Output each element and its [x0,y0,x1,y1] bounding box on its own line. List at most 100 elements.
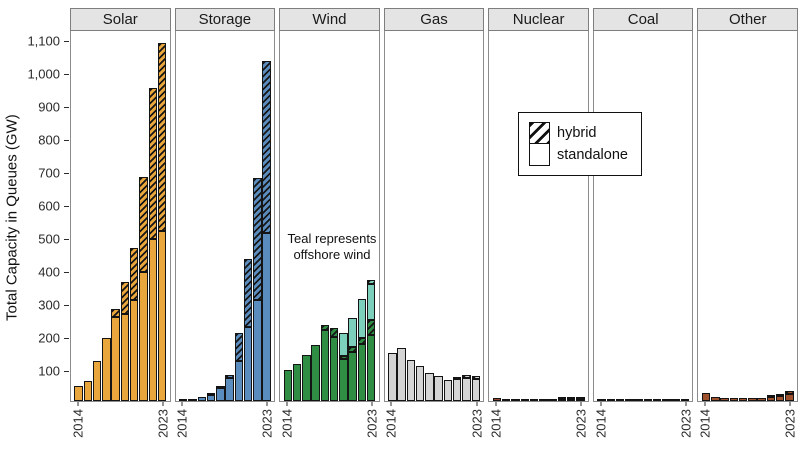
legend-item-hybrid: hybrid [529,122,631,144]
bar-segment-standalone [348,352,357,402]
bar-segment-standalone [766,397,776,402]
bar-wind-2017 [311,344,320,402]
bar-other-2018 [738,398,748,402]
bar-segment-standalone [120,313,130,402]
bar-segment-standalone [511,399,520,402]
bar-segment-standalone [129,300,139,402]
bar-segment-standalone [576,399,585,402]
bar-segment-standalone [711,396,720,402]
bar-segment-standalone [339,358,348,402]
y-tick-label: 1,000 [27,66,60,82]
bar-gas-2023 [471,376,480,402]
bar-segment-standalone [606,399,616,402]
bar-segment-standalone [111,316,120,402]
y-tick-label: 900 [38,99,60,115]
y-tick-mark [64,337,69,339]
bar-segment-standalone [83,381,93,402]
bar-gas-2020 [443,379,453,402]
bar-other-2017 [729,397,739,402]
bar-gas-2021 [452,377,462,402]
bar-coal-2020 [652,399,662,402]
y-tick-mark [64,172,69,174]
x-tick-mark [704,402,706,407]
x-tick-mark [495,402,497,407]
bar-segment-hybrid [329,328,339,337]
bar-storage-2018 [216,385,225,402]
bar-segment-hybrid [566,397,576,400]
bar-wind-2021 [348,318,357,402]
x-tick-label-2023: 2023 [573,409,589,439]
y-tick-label: 200 [38,330,60,346]
facet-wind: Wind 2014 2023 [279,8,380,444]
y-tick-mark [64,106,69,108]
bar-gas-2015 [397,348,406,402]
bar-segment-hybrid [357,338,367,345]
bar-other-2016 [720,397,729,402]
bar-segment-standalone [320,330,330,402]
legend-item-standalone: standalone [529,144,631,166]
facet-storage: Storage 2014 2023 [174,8,276,444]
bar-segment-standalone [720,397,729,402]
bar-segment-standalone [566,399,576,402]
facet-panel-body [488,30,589,403]
x-tick-mark [266,402,268,407]
x-tick-label-2014: 2014 [697,409,713,439]
facet-coal: Coal 2014 2023 [592,8,694,444]
bar-segment-standalone [292,364,302,402]
hybrid-swatch-icon [529,122,550,144]
bar-segment-standalone [701,392,711,402]
bar-storage-2022 [253,178,262,402]
facet-panel-body [697,30,799,403]
bar-other-2023 [785,391,794,402]
bar-coal-2015 [606,399,616,402]
x-tick-label-2014: 2014 [70,409,86,439]
y-axis-title: Total Capacity in Queues (GW) [3,114,21,321]
bar-segment-hybrid [339,355,348,359]
y-tick-mark [64,205,69,207]
bar-segment-standalone [501,399,511,402]
bar-segment-hybrid [471,376,480,379]
bar-segment-hybrid [348,347,357,353]
bar-storage-2020 [234,333,244,402]
bar-nuclear-2014 [492,398,502,402]
bar-segment-standalone [397,348,406,402]
bar-segment-hybrid [225,374,234,378]
bar-segment-hybrid [216,385,225,388]
legend-label: hybrid [557,125,597,141]
y-tick-mark [64,139,69,141]
x-tick-label-2014: 2014 [174,409,190,439]
bar-segment-standalone [102,338,111,402]
bar-segment-hybrid [557,397,567,400]
bar-segment-standalone [148,239,157,402]
x-tick-label-2023: 2023 [469,409,485,439]
bar-storage-2014 [178,399,188,402]
bar-solar-2018 [111,308,120,402]
bar-solar-2020 [129,247,139,402]
bar-wind-2018 [320,324,330,402]
bar-segment-hybrid [243,259,253,327]
x-tick-mark [181,402,183,407]
bar-coal-2014 [597,399,606,402]
x-tick-mark [476,402,478,407]
bar-segment-hybrid [234,333,244,362]
facet-panel-body [383,30,485,403]
bar-gas-2017 [415,366,425,402]
x-tick-mark [789,402,791,407]
bar-storage-2023 [262,61,271,402]
bar-segment-standalone [492,398,502,402]
y-tick-label: 400 [38,264,60,280]
bar-segment-hybrid [576,397,585,400]
bar-segment-standalone [329,336,339,402]
y-tick-mark [64,304,69,306]
bar-segment-offshore [339,333,348,356]
x-tick-label-2023: 2023 [259,409,275,439]
bar-segment-standalone [775,395,785,402]
bar-nuclear-2023 [576,397,585,402]
facet-other: Other 2014 2023 [697,8,799,444]
offshore-wind-annotation: Teal represents offshore wind [281,231,383,264]
bar-segment-standalone [520,399,529,402]
bar-coal-2018 [634,399,643,402]
facet-panel-body [279,30,380,403]
legend-label: standalone [557,147,628,163]
